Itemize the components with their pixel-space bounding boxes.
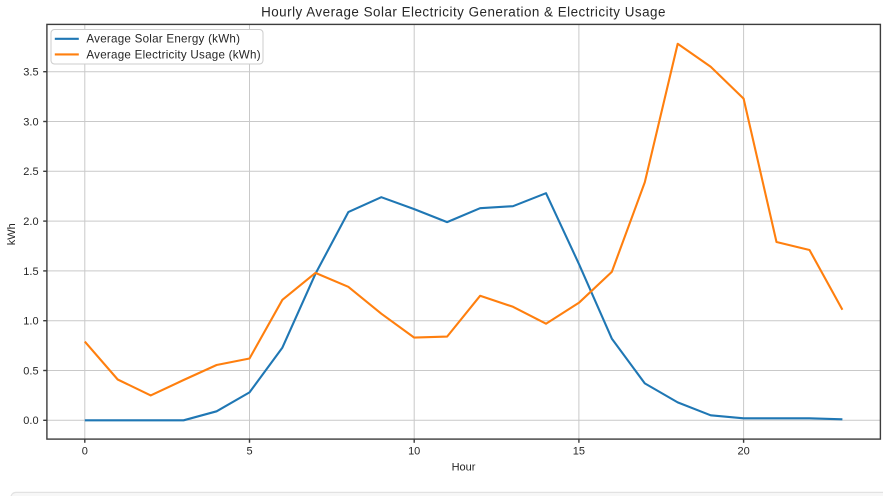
svg-text:Average Electricity Usage (kWh: Average Electricity Usage (kWh)	[86, 48, 260, 61]
svg-text:0.0: 0.0	[23, 415, 38, 427]
svg-text:15: 15	[573, 446, 585, 458]
svg-text:5: 5	[246, 446, 252, 458]
svg-text:Hour: Hour	[452, 461, 476, 473]
svg-text:Hourly Average Solar Electrici: Hourly Average Solar Electricity Generat…	[261, 4, 666, 19]
svg-text:1.5: 1.5	[23, 266, 38, 278]
svg-text:1.0: 1.0	[23, 316, 38, 328]
svg-text:0.5: 0.5	[23, 365, 38, 377]
svg-text:kWh: kWh	[6, 223, 18, 245]
svg-text:Average Solar Energy (kWh): Average Solar Energy (kWh)	[86, 33, 240, 46]
svg-text:2.5: 2.5	[23, 166, 38, 178]
svg-text:3.0: 3.0	[23, 116, 38, 128]
svg-text:10: 10	[408, 446, 420, 458]
svg-text:20: 20	[737, 446, 749, 458]
svg-text:3.5: 3.5	[23, 67, 38, 79]
svg-text:0: 0	[82, 446, 88, 458]
svg-text:2.0: 2.0	[23, 216, 38, 228]
